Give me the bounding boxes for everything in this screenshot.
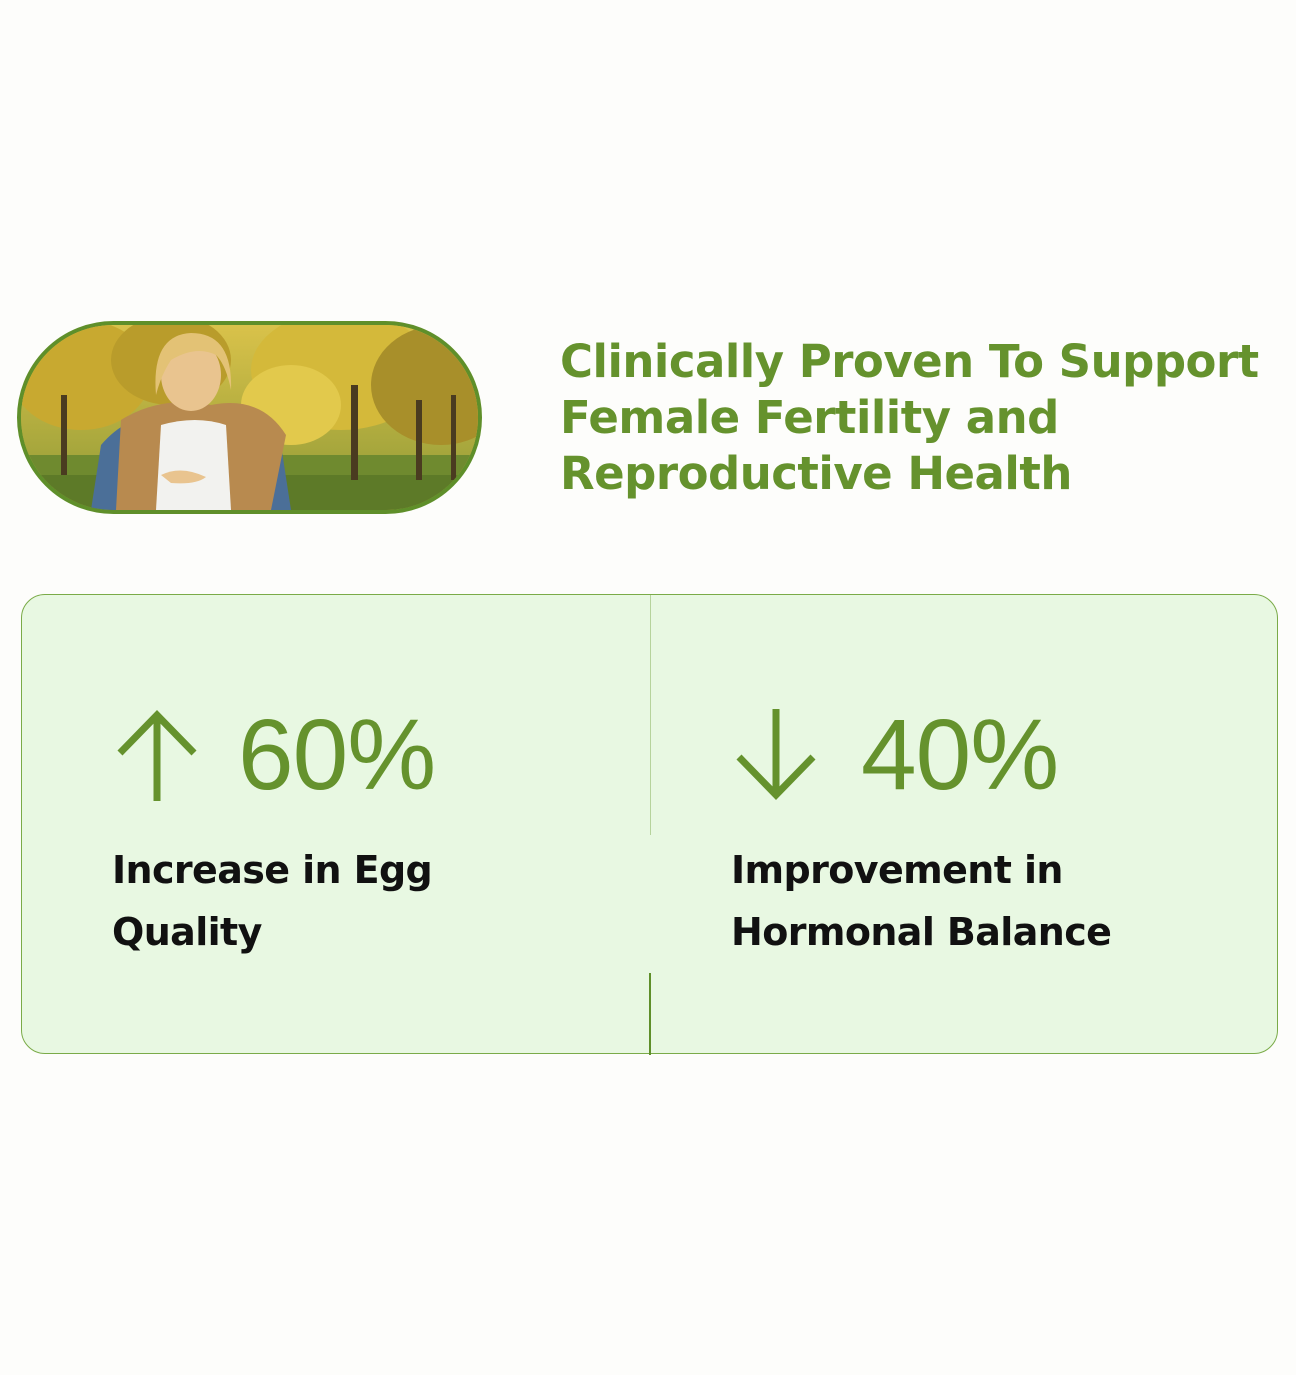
stat-value-row: 60% <box>112 695 582 815</box>
stat-egg-quality: 60% Increase in Egg Quality <box>112 695 582 963</box>
arrow-down-icon <box>736 709 816 801</box>
stats-divider-bottom <box>649 973 651 1055</box>
stat-hormonal-balance: 40% Improvement in Hormonal Balance <box>731 695 1201 963</box>
stat-value-row: 40% <box>731 695 1201 815</box>
stats-card: 60% Increase in Egg Quality 40% Improvem… <box>21 594 1278 1055</box>
hero-photo <box>17 321 482 514</box>
stats-divider-top <box>650 595 651 835</box>
stat-value: 40% <box>861 699 1059 811</box>
stat-label: Increase in Egg Quality <box>112 848 433 954</box>
arrow-up-icon <box>117 709 197 801</box>
woman-in-park-image <box>21 325 478 510</box>
stat-label: Improvement in Hormonal Balance <box>731 848 1112 954</box>
stat-value: 60% <box>238 699 436 811</box>
headline: Clinically Proven To Support Female Fert… <box>560 335 1259 500</box>
